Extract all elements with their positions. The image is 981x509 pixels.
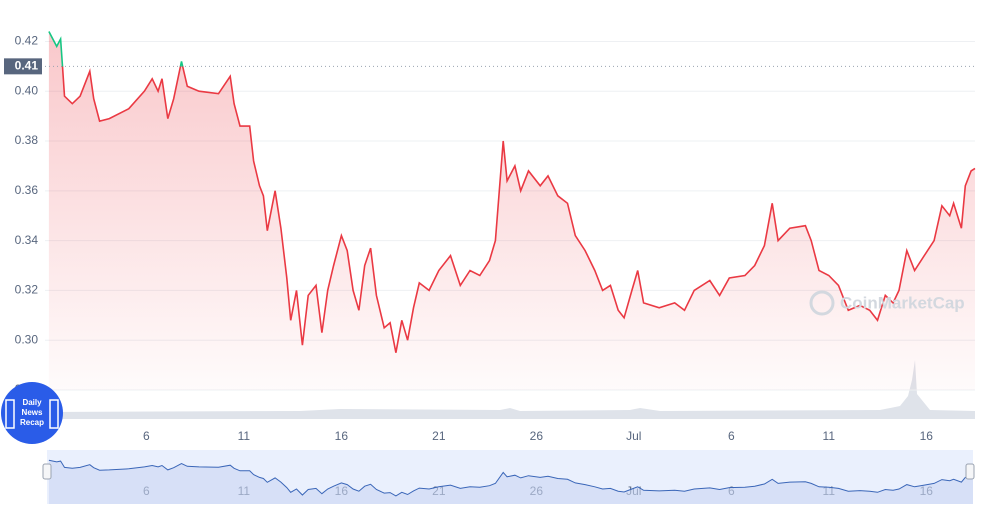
x-tick-label: 6 (143, 429, 150, 443)
y-tick-label: 0.36 (15, 183, 39, 197)
watermark: CoinMarketCap (840, 293, 965, 312)
x-tick-label: 26 (530, 429, 544, 443)
news-badge[interactable]: Daily News Recap (1, 382, 63, 444)
y-tick-label: 0.38 (15, 133, 39, 147)
x-tick-label: Jul (626, 429, 641, 443)
badge-film (5, 399, 15, 429)
y-tick-label: 0.34 (15, 233, 39, 247)
navigator-handle[interactable] (42, 463, 52, 480)
navigator-handle[interactable] (965, 463, 975, 480)
area (48, 31, 976, 390)
x-tick-label: 6 (728, 429, 735, 443)
badge-circle (1, 382, 63, 444)
badge-text: Daily (22, 398, 42, 407)
y-tick-label: 0.30 (15, 332, 39, 346)
volume-strip (45, 360, 975, 419)
badge-text: News (22, 408, 43, 417)
x-tick-label: 21 (432, 429, 446, 443)
x-tick-label: 16 (920, 429, 934, 443)
x-tick-label: 16 (335, 429, 349, 443)
y-tick-label: 0.40 (15, 83, 39, 97)
navigator-area (48, 460, 973, 504)
watermark-logo (809, 290, 835, 316)
x-tick-label: 11 (823, 429, 836, 443)
reference-label-bg (4, 58, 42, 75)
navigator-line (48, 459, 973, 497)
x-tick-label: 11 (238, 429, 251, 443)
price-line (48, 31, 976, 353)
badge-film (49, 399, 59, 429)
y-tick-label: 0.42 (15, 34, 39, 48)
badge-text: Recap (20, 418, 44, 427)
y-tick-label: 0.32 (15, 283, 39, 297)
reference-label: 0.41 (15, 59, 39, 73)
